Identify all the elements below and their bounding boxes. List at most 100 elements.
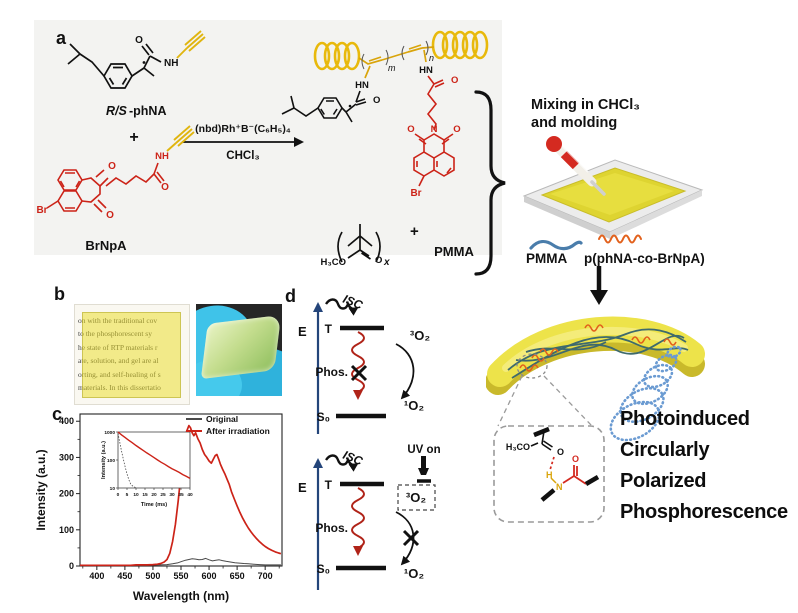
singlet-oxygen-label: ¹O₂ <box>404 566 424 581</box>
svg-text:100: 100 <box>59 525 74 535</box>
svg-text:100: 100 <box>107 458 115 464</box>
copolymer-chains <box>519 324 677 372</box>
svg-text:450: 450 <box>117 571 132 581</box>
pmma-ester-o: O <box>375 255 382 266</box>
svg-text:20: 20 <box>151 492 157 498</box>
svg-text:650: 650 <box>230 571 245 581</box>
product-hn-right: HN <box>419 65 433 76</box>
oxygen-energy-transfer-arrow <box>395 343 415 400</box>
ground-label: S₀ <box>317 562 330 576</box>
imide-o-bottom: O <box>106 210 114 221</box>
svg-text:30: 30 <box>169 492 175 498</box>
brnpa-structure <box>46 162 165 213</box>
zoom-circle <box>516 353 548 379</box>
phna-nh: NH <box>164 58 178 69</box>
pmma-x: x <box>383 257 390 268</box>
svg-text:35: 35 <box>178 492 184 498</box>
pmma-chain-icon <box>529 240 583 251</box>
energy-label: E <box>298 324 307 339</box>
product-helix-right <box>431 30 489 60</box>
phos-label: Phos. <box>315 365 348 379</box>
isc-arrow <box>325 454 359 472</box>
grouping-brace <box>474 90 506 276</box>
brnpa-alkyne <box>166 125 195 152</box>
hbond-molecule <box>530 426 600 502</box>
catalyst-label: (nbd)Rh⁺B⁻(C₆H₅)₄ <box>195 123 291 135</box>
inset-o-amide: O <box>572 454 579 464</box>
phna-alkyne <box>176 30 206 59</box>
green-film <box>200 314 282 380</box>
reactant1-label: -phNA <box>129 104 167 118</box>
svg-text:0: 0 <box>69 561 74 571</box>
uv-on-label: UV on <box>407 444 440 456</box>
svg-text:300: 300 <box>59 452 74 462</box>
product-br: Br <box>410 188 421 199</box>
oxygen-blocked-box <box>397 484 436 511</box>
repeat-brackets <box>361 40 429 70</box>
repeat-n: n <box>429 53 434 63</box>
molding-tray-illustration <box>522 136 704 239</box>
product-helix-left <box>313 41 361 71</box>
hbond-inset-box <box>493 425 605 523</box>
product-imide-o-left: O <box>407 124 414 135</box>
transparent-film-overlay <box>82 312 181 398</box>
circularly-polarized-light-icon <box>609 345 682 442</box>
phosphorescence-arrow <box>351 487 365 556</box>
y-axis-label: Intensity (a.u.) <box>34 449 48 530</box>
mixing-line1: Mixing in CHCl₃ <box>531 97 641 113</box>
uv-lamp-icon <box>417 456 431 483</box>
triplet-label: T <box>325 322 333 336</box>
svg-text:500: 500 <box>145 571 160 581</box>
dropper-icon <box>546 136 606 196</box>
brnpa-nh: NH <box>155 151 169 162</box>
pmma-structure <box>337 224 381 263</box>
svg-text:1000: 1000 <box>104 430 115 436</box>
br-atom: Br <box>36 205 47 216</box>
mixing-line2: and molding <box>531 115 618 131</box>
film-on-text-photo: on with the traditional covto the phosph… <box>74 304 190 405</box>
mixing-caption: Mixing in CHCl₃ and molding <box>531 96 691 132</box>
text-line: Circularly <box>620 439 710 461</box>
svg-text:400: 400 <box>59 416 74 426</box>
svg-text:550: 550 <box>173 571 188 581</box>
inset-x-axis-label: Time (ms) <box>141 502 167 508</box>
down-arrow-icon <box>590 266 608 305</box>
bent-film-photo <box>196 304 282 396</box>
reactant2-label: BrNpA <box>85 238 127 253</box>
triplet-oxygen-label: ³O₂ <box>406 490 426 505</box>
radical-dot <box>142 61 146 64</box>
film-illustration: H₃CO O H N O <box>486 316 705 523</box>
plus-sign: + <box>129 129 138 146</box>
solvent-label: CHCl₃ <box>226 150 259 162</box>
inset-y-axis-label: Intensity (a.u.) <box>101 441 107 479</box>
amide-o: O <box>161 182 169 193</box>
phna-structure <box>67 43 162 89</box>
singlet-oxygen-label: ¹O₂ <box>404 398 424 413</box>
svg-text:40: 40 <box>187 492 193 498</box>
pmma-h3co: H₃CO <box>320 257 346 268</box>
svg-text:10: 10 <box>110 486 116 492</box>
copolymer-chain-icon <box>598 234 642 244</box>
svg-text:5: 5 <box>126 492 129 498</box>
spectrum-chart: 400 450 500 550 600 650 700 0 100 200 300 400 Wavel… <box>34 402 288 612</box>
copolymer-chain-label: p(phNA-co-BrNpA) <box>584 251 705 266</box>
triplet-label: T <box>325 478 333 492</box>
product-imide-o-right: O <box>453 124 460 135</box>
jablonski-diagram-uv-on: E ISC T UV on ³O₂ Phos. ¹O₂ S₀ <box>298 444 441 590</box>
triplet-oxygen-label: ³O₂ <box>410 328 430 343</box>
pmma-chain-label: PMMA <box>526 251 568 266</box>
phos-label: Phos. <box>315 521 348 535</box>
isc-arrow <box>325 298 359 316</box>
text-line: Polarized <box>620 470 707 492</box>
imide-o-top: O <box>108 161 116 172</box>
svg-text:10: 10 <box>133 492 139 498</box>
pmma-label: PMMA <box>434 244 474 259</box>
phosphorescence-arrow <box>351 331 365 400</box>
product-amide-o: O <box>451 75 458 86</box>
inset-series-1 <box>117 431 191 480</box>
panel-d-label: d <box>285 286 296 306</box>
phos-blocked-x <box>350 364 368 382</box>
panel-c-label: c <box>52 404 63 424</box>
